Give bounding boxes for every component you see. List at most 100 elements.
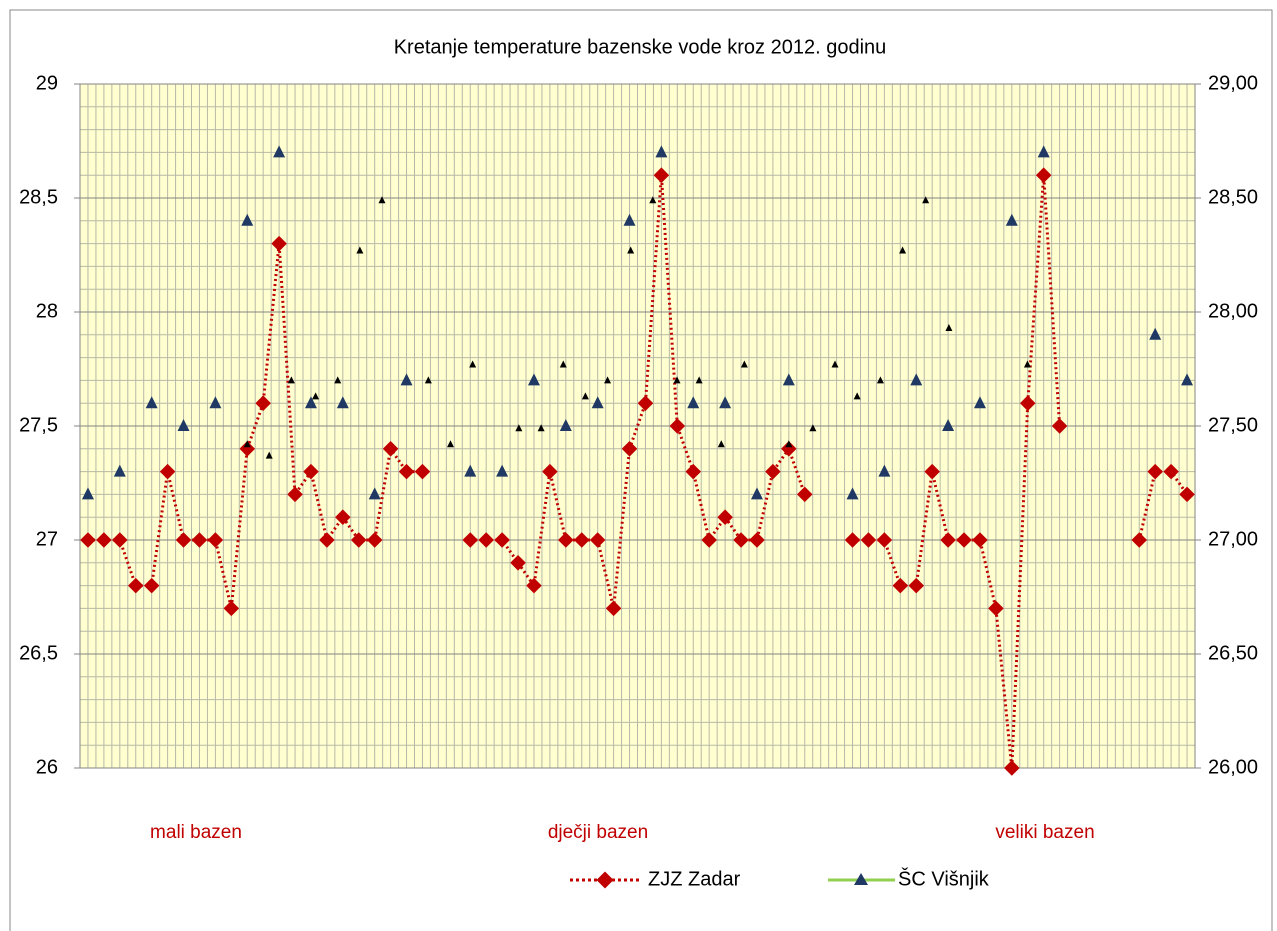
small-triangle-marker [831,360,839,368]
y-tick-label: 27,5 [19,414,58,436]
diamond-marker [1179,486,1195,503]
legend: ZJZ Zadar ŠC Višnjik [570,867,990,890]
diamond-marker [127,577,144,594]
diamond-marker [605,600,622,617]
small-triangle-marker [446,440,454,448]
triangle-marker [496,464,509,477]
small-triangle-marker [1023,360,1031,368]
triangle-marker [655,145,668,158]
diamond-marker [844,532,861,548]
diamond-marker [988,600,1004,617]
small-triangle-marker [469,360,477,368]
small-triangle-marker [627,246,635,254]
legend-label: ŠC Višnjik [898,867,990,890]
y-tick-label: 27 [36,528,58,550]
small-triangle-marker [424,376,432,384]
diamond-marker [191,532,208,548]
small-triangle-marker [356,246,364,254]
triangle-marker [846,487,859,500]
y-tick-label: 28,5 [19,186,58,208]
small-triangle-marker [785,440,793,448]
diamond-marker [1131,532,1148,548]
chart-title: Kretanje temperature bazenske vode kroz … [394,36,887,58]
diamond-marker [876,532,893,548]
triangle-marker [719,396,732,409]
y2-tick-label: 27,50 [1208,414,1258,436]
triangle-marker [209,396,222,409]
diamond-marker [940,532,956,548]
triangle-marker [81,487,94,500]
diamond-marker [573,532,590,548]
y-tick-label: 26,5 [19,642,58,664]
triangle-marker [1181,373,1194,386]
triangle-marker [687,396,700,409]
diamond-marker [143,577,160,594]
triangle-marker [878,464,891,477]
triangle-marker [304,396,317,409]
small-triangle-marker [809,424,817,432]
small-triangle-marker [243,440,251,448]
y-tick-label: 29 [36,72,58,94]
triangle-marker [464,464,477,477]
triangle-marker [145,396,158,409]
small-triangle-marker [740,360,748,368]
triangle-marker [336,396,349,409]
diamond-marker [749,532,765,548]
diamond-marker [271,235,287,252]
y2-tick-label: 29,00 [1208,72,1258,94]
small-triangle-marker [945,323,953,331]
legend-marker [854,873,868,885]
triangle-marker [527,373,540,386]
plot-border [79,83,1196,769]
diamond-marker [956,532,972,548]
triangle-marker [559,419,572,431]
small-triangle-marker [604,376,612,384]
triangle-marker [973,396,986,409]
small-triangle-marker [649,196,657,204]
triangle-marker [400,373,413,386]
small-triangle-marker [695,376,703,384]
small-triangle-marker [876,376,884,384]
diamond-marker [653,167,670,183]
diamond-marker [908,577,925,594]
small-triangle-marker [853,392,861,400]
legend-label: ZJZ Zadar [648,868,741,890]
small-triangle-marker [581,392,589,400]
small-triangle-marker [717,440,725,448]
diamond-marker [207,532,224,548]
small-triangle-marker [334,376,342,384]
diamond-marker [860,532,877,548]
triangle-marker [1149,327,1162,340]
small-triangle-marker [559,360,567,368]
triangle-marker [368,487,381,500]
diamond-marker [1035,167,1052,183]
small-triangle-marker [265,451,273,459]
diamond-marker [1004,760,1020,776]
diamond-marker [892,577,909,594]
small-triangle-marker [899,246,907,254]
triangle-marker [113,464,126,477]
diamond-marker [223,600,240,617]
small-triangle-marker [537,424,545,432]
small-triangle-marker [378,196,386,204]
y2-tick-label: 26,00 [1208,756,1258,778]
diamond-marker [1147,463,1163,480]
triangle-marker [273,145,286,158]
diamond-marker [972,532,988,548]
triangle-marker [241,213,254,226]
small-triangle-marker [515,424,523,432]
y2-tick-label: 28,50 [1208,186,1258,208]
small-triangle-marker [287,376,295,384]
diamond-marker [1163,463,1179,480]
triangle-marker [1005,213,1018,226]
diamond-marker [589,532,606,548]
triangle-marker [1037,145,1050,158]
annotation: dječji bazen [548,822,648,843]
diamond-marker [558,532,574,548]
diamond-marker [526,577,542,594]
y2-tick-label: 28,00 [1208,300,1258,322]
small-triangle-marker [312,392,320,400]
diamond-marker [1051,418,1068,434]
small-triangle-marker [922,196,930,204]
